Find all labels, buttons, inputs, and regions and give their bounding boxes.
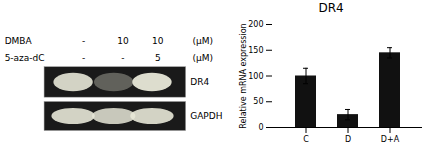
- svg-text:GAPDH: GAPDH: [190, 111, 222, 121]
- svg-text:5-aza-dC: 5-aza-dC: [5, 53, 45, 63]
- svg-text:10: 10: [117, 36, 129, 46]
- svg-text:-: -: [82, 53, 85, 63]
- svg-text:0: 0: [258, 123, 263, 132]
- svg-text:D: D: [345, 135, 351, 144]
- svg-text:D+A: D+A: [381, 135, 400, 144]
- svg-text:150: 150: [248, 46, 263, 55]
- svg-text:10: 10: [152, 36, 164, 46]
- svg-text:5: 5: [155, 53, 161, 63]
- svg-text:C: C: [303, 135, 309, 144]
- svg-text:200: 200: [248, 20, 263, 29]
- svg-text:(μM): (μM): [193, 36, 214, 46]
- svg-text:DR4: DR4: [190, 77, 209, 87]
- svg-text:50: 50: [253, 97, 263, 106]
- html-text:DR4: DR4: [318, 1, 344, 15]
- svg-text:(μM): (μM): [193, 53, 214, 63]
- svg-text:-: -: [82, 36, 85, 46]
- svg-text:DMBA: DMBA: [5, 36, 33, 46]
- svg-text:Relative mRNA expression: Relative mRNA expression: [239, 23, 248, 128]
- svg-text:-: -: [121, 53, 124, 63]
- svg-text:100: 100: [248, 72, 263, 81]
